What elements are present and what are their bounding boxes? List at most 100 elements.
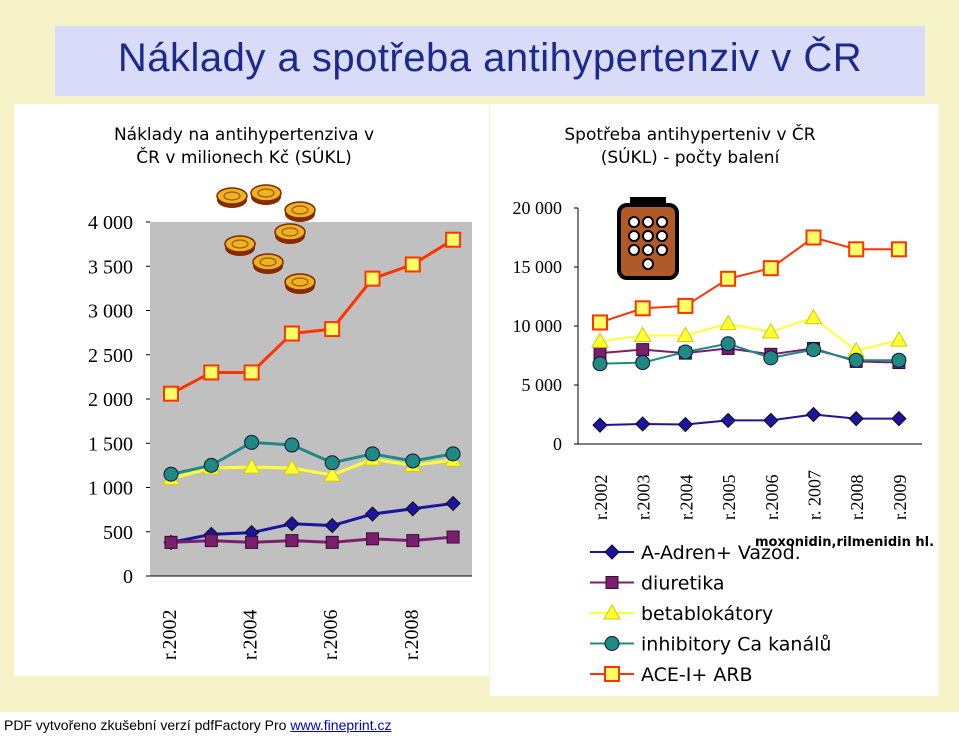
consumption-data-point <box>890 241 907 258</box>
consumption-data-point <box>848 410 864 427</box>
coin <box>252 253 284 271</box>
costs-data-point <box>163 385 179 402</box>
consumption-chart-title-line2: (SÚKL) - počty balení <box>600 148 780 168</box>
costs-data-point <box>325 535 339 549</box>
consumption-data-point <box>763 412 779 429</box>
costs-data-point <box>446 530 460 544</box>
consumption-data-point <box>676 326 695 342</box>
costs-y-tick-label: 500 <box>103 522 133 544</box>
pill <box>628 244 640 256</box>
consumption-y-tick-label: 5 000 <box>522 375 563 395</box>
coin-rim <box>291 277 309 287</box>
costs-chart-title-line1: Náklady na antihypertenziva v <box>113 125 375 145</box>
charts-canvas: 0 500 1 000 1 500 2 000 2 500 3 000 3 500 4 000 r… <box>88 184 934 686</box>
consumption-data-point <box>633 326 652 342</box>
costs-data-point <box>365 446 380 462</box>
consumption-data-point <box>634 300 651 317</box>
legend-label: A-Adren+ Vazod. <box>641 542 801 564</box>
costs-x-tick-label: r.2004 <box>240 609 262 660</box>
costs-chart: 0 500 1 000 1 500 2 000 2 500 3 000 3 500 4 000 r… <box>88 184 472 660</box>
footer-link[interactable]: www.fineprint.cz <box>290 717 392 733</box>
coin-pile-icon <box>216 184 316 294</box>
costs-x-tick-label: r.2002 <box>159 609 181 660</box>
pill <box>628 230 640 242</box>
costs-data-point <box>203 364 220 381</box>
consumption-x-tick-label: r. 2007 <box>805 470 825 520</box>
legend-label: ACE-I+ ARB <box>641 664 753 686</box>
consumption-x-tick-label: r.2002 <box>591 474 611 520</box>
costs-data-point <box>284 516 300 532</box>
pill <box>642 230 654 242</box>
consumption-y-tick-label: 15 000 <box>513 257 563 277</box>
coin-rim <box>291 205 309 215</box>
costs-y-tick-label: 2 500 <box>88 345 133 367</box>
consumption-x-tick-label: r.2005 <box>719 474 739 520</box>
slide-title: Náklady a spotřeba antihypertenziv v ČR <box>117 36 863 80</box>
consumption-x-tick-label: r.2006 <box>762 474 782 520</box>
costs-data-point <box>285 534 299 548</box>
consumption-data-point <box>805 406 822 423</box>
coin-rim <box>281 227 299 237</box>
costs-data-point <box>164 535 178 549</box>
costs-data-point <box>244 434 260 450</box>
consumption-data-point <box>592 356 608 372</box>
coin-rim <box>223 191 241 201</box>
consumption-chart-panel: Spotřeba antihyperteniv v ČR (SÚKL) - po… <box>490 104 939 696</box>
consumption-data-point <box>891 410 907 427</box>
footer-text: PDF vytvořeno zkušební verzí pdfFactory … <box>4 717 291 733</box>
consumption-legend: moxonidin,rilmenidin hl.A-Adren+ Vazod. d… <box>590 535 934 686</box>
costs-data-point <box>405 453 421 469</box>
consumption-y-tick-label: 10 000 <box>513 316 563 336</box>
legend-label: inhibitory Ca kanálů <box>641 634 831 656</box>
consumption-x-tick-label: r.2008 <box>847 474 867 520</box>
consumption-data-point <box>804 308 823 325</box>
consumption-data-point <box>848 241 865 258</box>
consumption-x-tick-label: r.2004 <box>676 474 696 520</box>
costs-x-tick-label: r.2008 <box>401 609 423 660</box>
costs-data-point <box>323 466 342 482</box>
legend-marker <box>604 636 620 651</box>
coin-rim <box>231 239 249 249</box>
consumption-data-point <box>677 297 694 314</box>
consumption-data-point <box>890 331 908 347</box>
pill <box>656 244 668 256</box>
costs-y-tick-label: 2 000 <box>88 389 133 411</box>
costs-data-point <box>445 495 461 512</box>
coin <box>216 187 248 205</box>
consumption-chart-title-line1: Spotřeba antihyperteniv v ČR <box>564 125 816 145</box>
costs-data-point <box>245 535 259 549</box>
costs-data-point <box>364 270 381 287</box>
consumption-data-point <box>592 314 608 331</box>
costs-data-point <box>445 446 461 462</box>
legend-marker <box>604 544 620 560</box>
consumption-data-point <box>591 332 609 348</box>
consumption-data-point <box>763 350 779 366</box>
costs-y-tick-label: 4 000 <box>88 212 133 234</box>
coin <box>284 201 316 219</box>
costs-data-point <box>404 256 421 273</box>
costs-data-point <box>406 534 420 548</box>
costs-data-point <box>242 458 261 474</box>
consumption-y-tick-label: 0 <box>553 434 562 454</box>
costs-y-tick-label: 0 <box>123 566 133 588</box>
consumption-data-point <box>848 352 864 368</box>
slide-background: Náklady a spotřeba antihypertenziv v ČR … <box>0 0 959 712</box>
costs-data-point <box>324 517 340 534</box>
consumption-data-point <box>677 416 694 433</box>
pill <box>642 244 654 256</box>
costs-data-point <box>364 506 381 522</box>
costs-data-point <box>405 501 421 517</box>
costs-data-point <box>283 459 301 475</box>
costs-data-point <box>366 532 379 546</box>
consumption-data-point <box>636 343 650 357</box>
legend-label: diuretika <box>641 573 725 595</box>
pill <box>656 230 668 242</box>
legend-label: betablokátory <box>641 603 773 625</box>
costs-series-line <box>170 535 454 544</box>
costs-x-tick-label: r.2006 <box>320 609 342 660</box>
consumption-data-point <box>805 229 822 246</box>
legend-note: moxonidin,rilmenidin hl. <box>755 535 934 550</box>
consumption-chart: 0 5 000 10 000 15 000 20 000 r.2002 r.2003 r.20… <box>513 197 934 686</box>
title-band: Náklady a spotřeba antihypertenziv v ČR <box>55 26 925 96</box>
coin <box>224 235 256 253</box>
